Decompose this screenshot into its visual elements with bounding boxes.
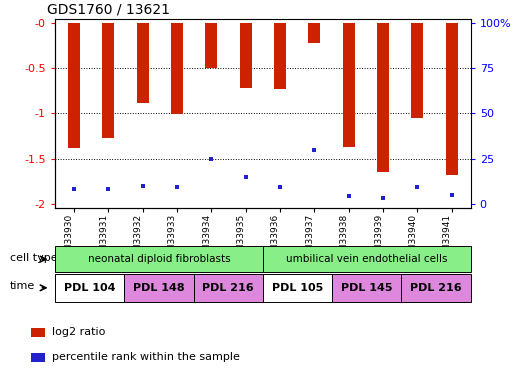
Bar [30, 328, 45, 337]
Bar [332, 274, 401, 302]
Bar [137, 23, 149, 103]
Bar [274, 23, 286, 89]
Text: PDL 104: PDL 104 [64, 283, 115, 293]
Text: GDS1760 / 13621: GDS1760 / 13621 [47, 2, 169, 16]
Bar [205, 23, 217, 68]
Bar [263, 274, 332, 302]
Bar [102, 23, 114, 138]
Text: cell type: cell type [10, 253, 58, 263]
Bar [263, 246, 471, 272]
Bar [55, 246, 263, 272]
Text: umbilical vein endothelial cells: umbilical vein endothelial cells [286, 254, 448, 264]
Bar [240, 23, 252, 88]
Text: neonatal diploid fibroblasts: neonatal diploid fibroblasts [87, 254, 230, 264]
Bar [171, 23, 183, 114]
Bar [68, 23, 80, 148]
Bar [343, 23, 355, 147]
Bar [446, 23, 458, 175]
Bar [124, 274, 194, 302]
Text: log2 ratio: log2 ratio [52, 327, 106, 337]
Bar [194, 274, 263, 302]
Bar [377, 23, 389, 172]
Text: PDL 105: PDL 105 [272, 283, 323, 293]
Bar [412, 23, 424, 118]
Text: PDL 148: PDL 148 [133, 283, 185, 293]
Bar [309, 23, 321, 43]
Text: PDL 145: PDL 145 [341, 283, 392, 293]
Bar [55, 274, 124, 302]
Text: time: time [10, 281, 35, 291]
Text: PDL 216: PDL 216 [410, 283, 462, 293]
Text: PDL 216: PDL 216 [202, 283, 254, 293]
Bar [402, 274, 471, 302]
Text: percentile rank within the sample: percentile rank within the sample [52, 352, 240, 362]
Bar [30, 353, 45, 362]
